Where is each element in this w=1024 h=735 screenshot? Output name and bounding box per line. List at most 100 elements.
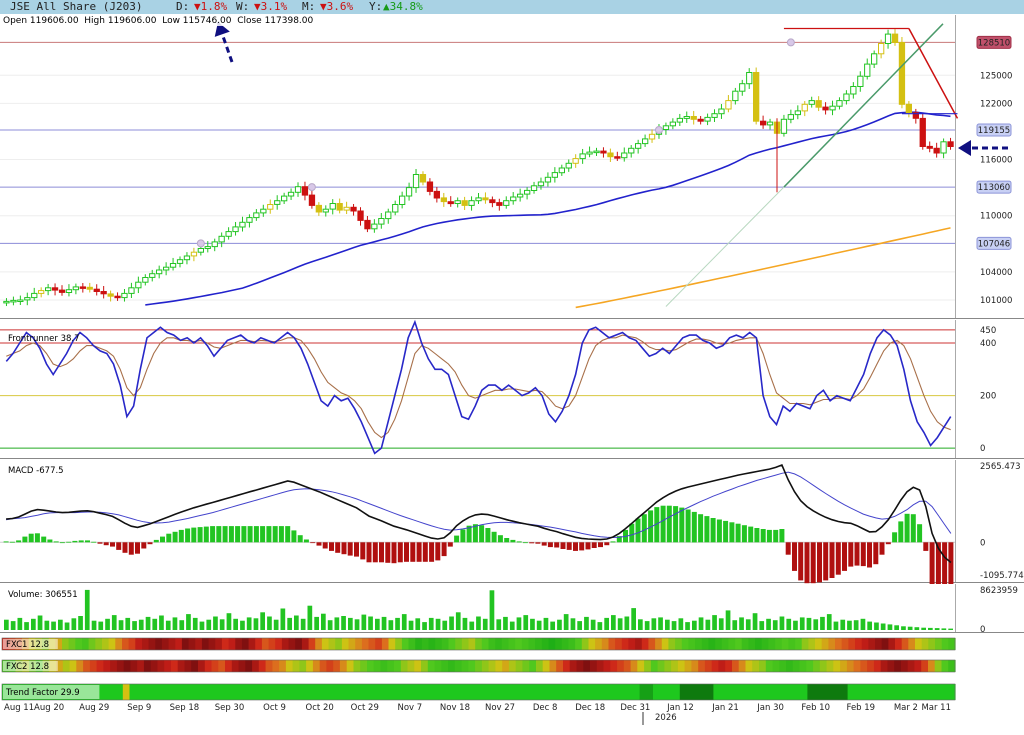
trend-factor-cell — [626, 684, 634, 700]
volume-bar — [732, 620, 738, 630]
volume-bar — [172, 617, 178, 630]
candle — [489, 199, 496, 204]
fxc2-cell — [792, 660, 801, 672]
fxc2-cell — [461, 660, 469, 672]
macd-histogram-bar — [72, 540, 78, 543]
fxc2-cell — [738, 660, 747, 672]
candle — [253, 212, 260, 219]
fxc2-cell — [921, 660, 929, 672]
macd-histogram-bar — [366, 542, 372, 563]
volume-bar — [294, 615, 299, 630]
macd-histogram-bar — [285, 526, 291, 543]
fxc1-cell — [568, 638, 576, 650]
fxc2-cell — [103, 660, 111, 672]
price-panel[interactable] — [0, 15, 1024, 319]
fxc1-cell — [122, 638, 130, 650]
macd-histogram-bar — [216, 526, 222, 543]
fxc2-cell — [421, 660, 429, 672]
fxc2-cell — [123, 660, 132, 672]
candle — [482, 197, 489, 201]
trend-factor-cell — [149, 684, 157, 700]
macd-histogram-bar — [360, 542, 366, 560]
macd-histogram-bar — [185, 528, 191, 543]
trend-factor-cell — [304, 684, 312, 700]
trend-factor-cell — [908, 684, 916, 700]
downtrend-line — [908, 28, 959, 119]
macd-histogram-bar — [685, 509, 691, 543]
volume-bar — [665, 619, 670, 630]
candle — [642, 138, 649, 145]
trend-factor-cell — [894, 684, 902, 700]
trend-factor-cell — [424, 684, 433, 700]
fxc2-cell — [191, 660, 199, 672]
macd-histogram-bar — [210, 526, 216, 543]
volume-bar — [725, 610, 731, 630]
trend-factor-cell — [686, 684, 694, 700]
trend-factor-cell — [163, 684, 171, 700]
macd-panel[interactable]: MACD -677.5 — [0, 460, 1024, 595]
trend-factor-cell — [773, 684, 782, 700]
volume-bar — [455, 612, 461, 630]
moving-average-slow-line — [575, 227, 951, 309]
trend-factor-cell — [491, 684, 500, 700]
fxc2-cell — [218, 660, 226, 672]
macd-histogram-bar — [85, 540, 90, 543]
fxc2-cell — [887, 660, 895, 672]
candle — [766, 121, 774, 126]
macd-histogram-bar — [497, 535, 503, 543]
volume-bar — [354, 619, 360, 630]
fxc1-cell — [908, 638, 916, 650]
fxc1-cell — [808, 638, 816, 650]
macd-histogram-bar — [879, 542, 885, 555]
volume-bar — [617, 618, 623, 630]
fxc1-frame — [1, 637, 956, 651]
date-tick-label: Oct 9 — [263, 703, 286, 713]
candle — [884, 33, 892, 44]
candle — [496, 202, 503, 206]
candle — [343, 206, 350, 211]
trend-factor-cell — [867, 684, 876, 700]
fxc2-cell — [644, 660, 652, 672]
fxc1-cell — [102, 638, 110, 650]
fxc1-cell — [788, 638, 796, 650]
candle — [711, 113, 718, 118]
fxc2-cell — [907, 660, 916, 672]
macd-histogram-bar — [141, 542, 147, 549]
candle — [190, 251, 198, 257]
trend-factor-cell — [679, 684, 688, 700]
macd-histogram-bar — [297, 535, 303, 543]
macd-histogram-bar — [917, 524, 923, 543]
candle — [357, 210, 364, 221]
macd-histogram-bar — [203, 526, 209, 543]
fxc1-cell — [315, 638, 323, 650]
candle — [308, 194, 316, 206]
macd-histogram-bar — [635, 518, 641, 543]
heatmap-panels[interactable]: FXC1 12.8 FXC2 12.8 Trend Factor 29.9 — [1, 637, 956, 701]
volume-panel[interactable]: Volume: 306551 — [0, 584, 1024, 633]
fxc2-cell — [367, 660, 375, 672]
fxc1-cell — [488, 638, 496, 650]
fxc1-cell — [948, 638, 956, 650]
volume-bar — [496, 619, 502, 630]
oscillator-panel[interactable]: Frontrunner 38.7 — [0, 319, 1024, 459]
fxc2-cell — [62, 660, 71, 672]
fxc2-cell — [732, 660, 740, 672]
candle — [440, 197, 448, 203]
fxc1-cell — [341, 638, 350, 650]
oscillator-tick-label: 400 — [980, 339, 996, 349]
macd-histogram-bar — [673, 506, 679, 543]
fxc1-cell — [655, 638, 663, 650]
macd-histogram-bar — [629, 523, 635, 543]
candle — [371, 223, 378, 230]
trend-factor-cell — [257, 684, 265, 700]
date-tick-label: Nov 18 — [440, 703, 470, 713]
macd-histogram-bar — [291, 530, 297, 543]
trend-factor-cell — [357, 684, 365, 700]
date-tick-label: Sep 30 — [215, 703, 245, 713]
volume-bar — [806, 617, 812, 630]
fxc2-cell — [488, 660, 496, 672]
fxc1-cell — [288, 638, 296, 650]
volume-bar — [186, 614, 191, 630]
fxc1-cell — [135, 638, 143, 650]
